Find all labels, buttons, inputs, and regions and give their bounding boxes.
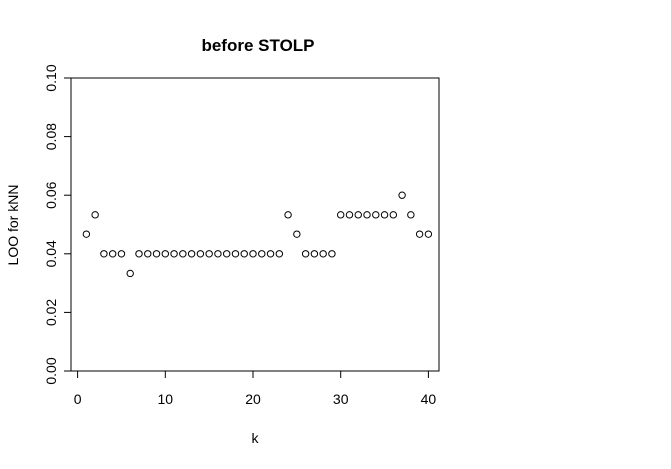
data-point (275, 250, 284, 258)
x-tick-label: 10 (158, 391, 174, 407)
data-point (424, 230, 433, 238)
data-point (266, 250, 275, 258)
y-tick-label: 0.10 (43, 64, 59, 91)
y-axis: 0.00 0.02 0.04 0.06 0.08 0.10 (43, 64, 72, 385)
y-tick-label: 0.06 (43, 181, 59, 208)
data-point (258, 250, 266, 258)
data-point (161, 250, 170, 258)
y-tick-label: 0.00 (43, 357, 59, 384)
data-point (337, 211, 345, 219)
data-point (398, 191, 406, 199)
data-point (407, 211, 415, 219)
data-point (249, 250, 257, 258)
data-point (293, 230, 301, 238)
data-point (301, 250, 310, 258)
x-axis: 0 10 20 30 40 (74, 370, 437, 407)
data-point (310, 250, 319, 258)
data-point (144, 250, 152, 258)
x-tick-label: 30 (333, 391, 349, 407)
data-point (328, 250, 336, 258)
data-point (354, 211, 362, 219)
data-point (389, 211, 398, 219)
data-point (380, 211, 389, 219)
data-point (108, 250, 117, 258)
data-point (363, 211, 371, 219)
data-points (82, 191, 433, 278)
plot-box (70, 77, 440, 372)
data-point (82, 230, 91, 238)
y-tick-label: 0.02 (43, 299, 59, 326)
data-point (152, 250, 161, 258)
data-point (135, 250, 143, 258)
y-tick-label: 0.04 (43, 240, 59, 267)
data-point (179, 250, 187, 258)
data-point (415, 230, 424, 238)
data-point (284, 211, 292, 219)
x-tick-label: 40 (421, 391, 437, 407)
data-point (187, 250, 196, 258)
y-axis-label: LOO for kNN (5, 185, 21, 266)
x-tick-label: 0 (74, 391, 82, 407)
data-point (240, 250, 248, 258)
data-point (170, 250, 178, 258)
data-point (214, 250, 222, 258)
chart-title: before STOLP (201, 36, 314, 55)
data-point (319, 250, 327, 258)
x-tick-label: 20 (245, 391, 261, 407)
data-point (222, 250, 231, 258)
data-point (372, 211, 380, 219)
data-point (196, 250, 205, 258)
x-axis-label: k (252, 430, 260, 446)
data-point (117, 250, 126, 258)
data-point (231, 250, 240, 258)
data-point (100, 250, 108, 258)
data-point (345, 211, 354, 219)
data-point (126, 269, 134, 278)
data-point (91, 211, 99, 219)
y-tick-label: 0.08 (43, 123, 59, 150)
data-point (205, 250, 213, 258)
